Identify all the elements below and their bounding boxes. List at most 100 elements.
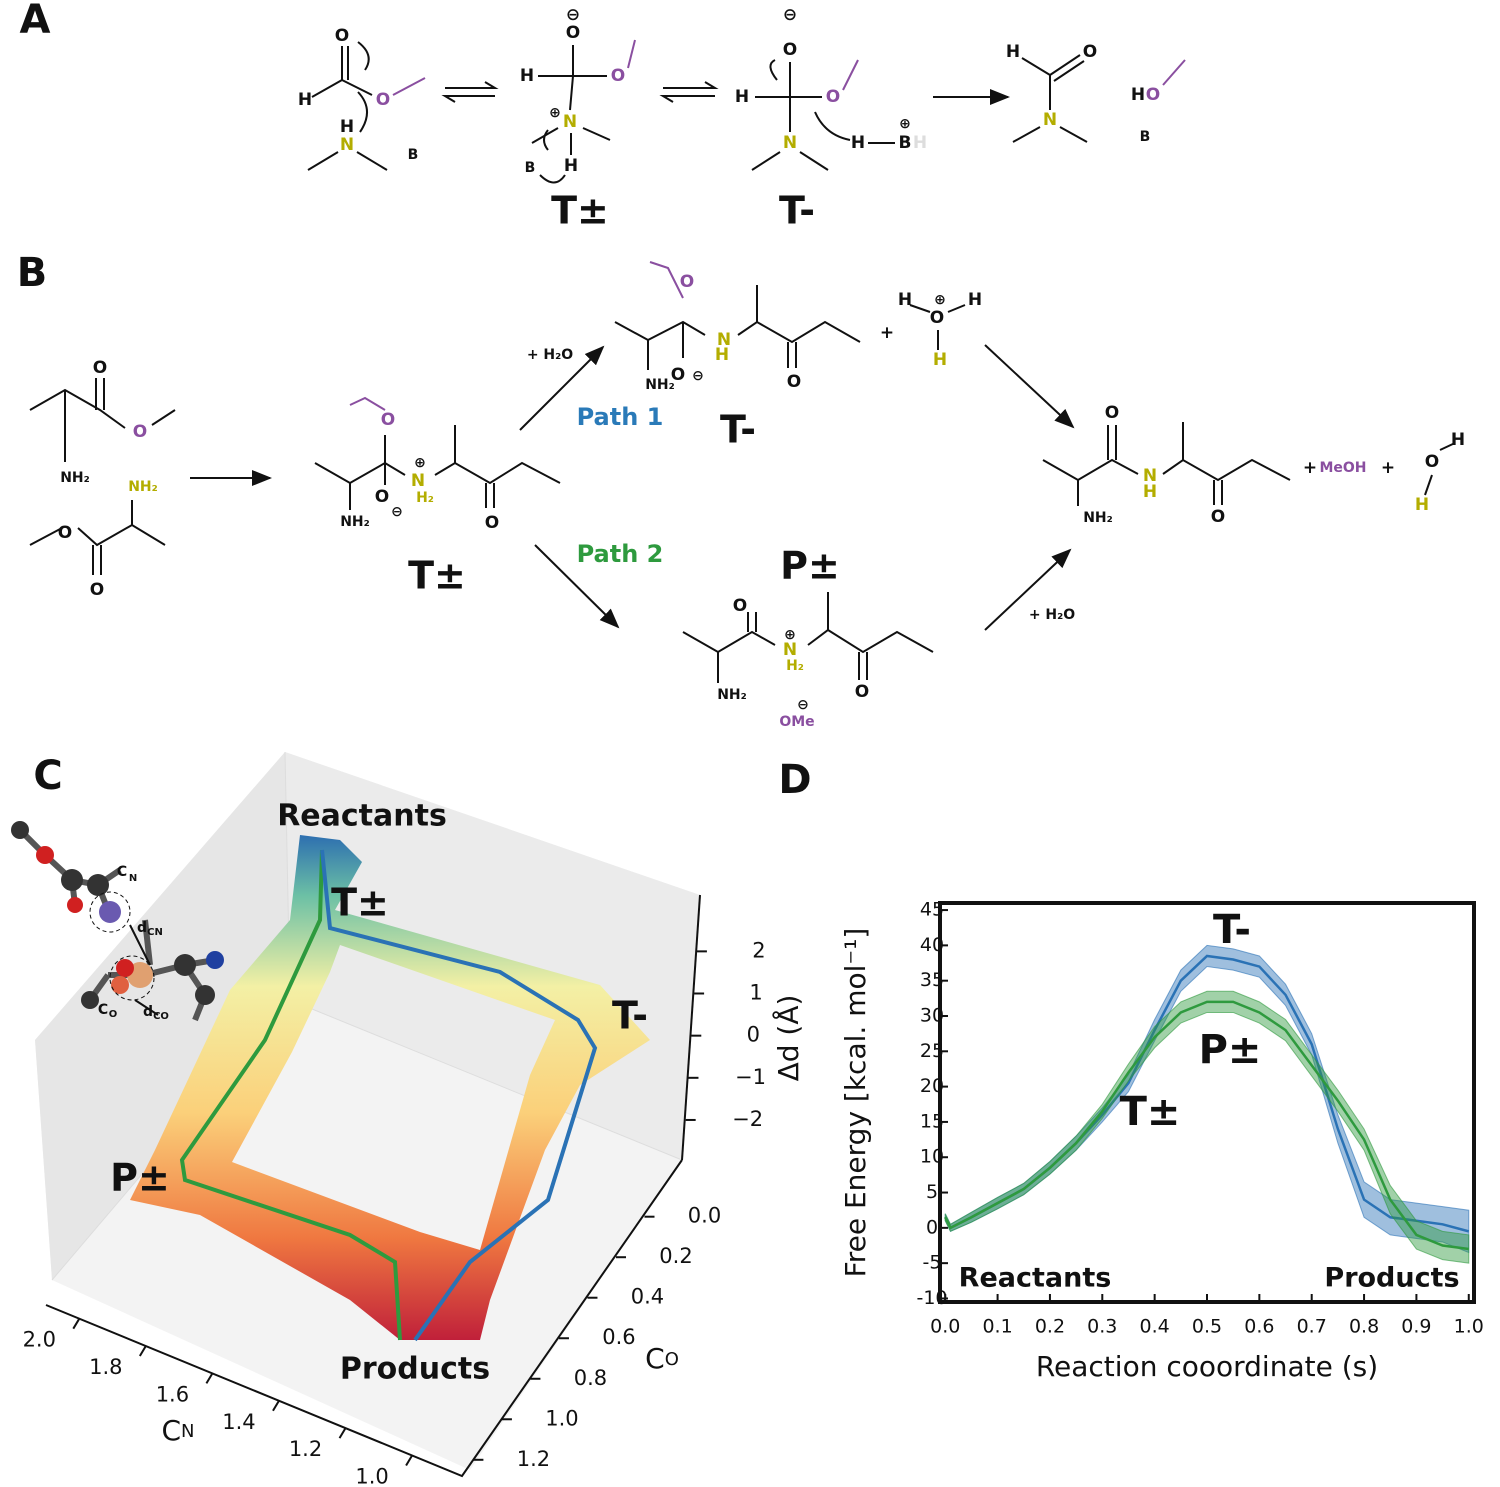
x-tick-label: 0.3 bbox=[1087, 1316, 1117, 1338]
atom-label: NH₂ bbox=[340, 514, 370, 530]
y-tick-label: 1.2 bbox=[517, 1447, 550, 1471]
panel-label: A bbox=[20, 0, 51, 43]
y-tick-label: 10 bbox=[920, 1146, 944, 1168]
atom-label: O bbox=[335, 26, 349, 46]
tick-mark bbox=[272, 1400, 280, 1412]
atom-label: Path 2 bbox=[577, 540, 664, 568]
atom-label: O bbox=[1083, 42, 1097, 62]
atom-label: NH₂ bbox=[1083, 510, 1113, 526]
x-tick-label: 1.2 bbox=[289, 1437, 322, 1461]
annotation: P± bbox=[1199, 1027, 1262, 1073]
x-tick-label: 0.1 bbox=[982, 1316, 1012, 1338]
atom-label: H bbox=[1143, 482, 1157, 502]
atom-label: H bbox=[1415, 495, 1429, 515]
inset-molecule bbox=[11, 821, 224, 1022]
x-tick-label: 0.9 bbox=[1401, 1316, 1431, 1338]
atom-label: T- bbox=[720, 408, 756, 452]
atom-label: H bbox=[298, 90, 312, 110]
atom-label: ⊕ bbox=[414, 455, 426, 471]
atom-label: O bbox=[611, 66, 625, 86]
line bbox=[944, 1000, 1469, 1251]
atom-label: H bbox=[735, 87, 749, 107]
atom-label: NH₂ bbox=[60, 470, 90, 486]
inset-label: CO bbox=[153, 1011, 169, 1022]
annotation: T± bbox=[331, 881, 389, 925]
atom-label: ⊕ bbox=[549, 105, 561, 121]
atom-label: O bbox=[930, 308, 944, 328]
atom-label: + bbox=[1381, 458, 1395, 478]
atom-label: ⊖ bbox=[566, 5, 580, 25]
atom-label: O bbox=[1425, 452, 1439, 472]
tick-mark bbox=[405, 1454, 413, 1466]
atom-label: H bbox=[898, 290, 912, 310]
atom-label: O bbox=[826, 87, 840, 107]
x-tick-label: 1.8 bbox=[89, 1355, 122, 1379]
x-tick-label: 0.8 bbox=[1349, 1316, 1379, 1338]
atom-label: H bbox=[564, 156, 578, 176]
atom-label: O bbox=[375, 487, 389, 507]
atom-label: O bbox=[58, 523, 72, 543]
atom-label: O bbox=[133, 422, 147, 442]
panel-label: D bbox=[778, 757, 811, 803]
atom-label: P± bbox=[780, 544, 840, 588]
atom-label: + bbox=[1303, 458, 1317, 478]
y-tick-label: 0.2 bbox=[659, 1244, 692, 1268]
x-tick-label: 2.0 bbox=[23, 1328, 56, 1352]
label-sub: N bbox=[181, 1421, 194, 1442]
z-tick-label: 1 bbox=[749, 981, 762, 1005]
atom-label: N bbox=[783, 640, 797, 660]
atom-label: B bbox=[525, 160, 536, 176]
atom-label: T± bbox=[551, 189, 609, 233]
atom-label: O bbox=[376, 90, 390, 110]
atom-label: ⊖ bbox=[783, 5, 797, 25]
atom-label: NH₂ bbox=[717, 687, 747, 703]
y-tick-label: 1.0 bbox=[545, 1406, 578, 1430]
z-tick-label: 2 bbox=[752, 938, 765, 962]
panel-label: B bbox=[17, 250, 48, 296]
atom-label: H₂ bbox=[416, 490, 434, 506]
atom-label: N bbox=[1043, 110, 1057, 130]
atom-label: + bbox=[880, 323, 894, 343]
y-tick-label: 25 bbox=[920, 1040, 944, 1062]
atom-label: + H₂O bbox=[1029, 607, 1075, 623]
atom-label: O bbox=[1211, 507, 1225, 527]
label-sub: O bbox=[665, 1349, 679, 1370]
atom-label: O bbox=[485, 513, 499, 533]
atom-label: O bbox=[566, 23, 580, 43]
inset-label: O bbox=[109, 1009, 118, 1020]
atom-label: O bbox=[381, 410, 395, 430]
annotation: Reactants bbox=[277, 799, 447, 834]
x-tick-label: 0.2 bbox=[1035, 1316, 1065, 1338]
atom-label: H bbox=[913, 133, 927, 153]
y-axis-label: CO bbox=[645, 1342, 679, 1375]
atom-label: ⊖ bbox=[391, 504, 403, 520]
y-tick-label: 30 bbox=[920, 1004, 944, 1026]
label-main: C bbox=[645, 1342, 665, 1375]
annotation: Products bbox=[1324, 1263, 1459, 1294]
atom-label: Path 1 bbox=[577, 403, 664, 431]
x-tick-label: 0.5 bbox=[1192, 1316, 1222, 1338]
x-tick-label: 1.0 bbox=[355, 1464, 388, 1487]
annotation: P± bbox=[110, 1156, 170, 1200]
atom-label: O bbox=[1146, 85, 1160, 105]
y-tick-label: 40 bbox=[920, 934, 944, 956]
x-tick-label: 0.6 bbox=[1244, 1316, 1274, 1338]
atom-label: O bbox=[93, 358, 107, 378]
label-main: C bbox=[161, 1414, 181, 1447]
annotation: T- bbox=[1213, 907, 1251, 953]
atom-label: ⊖ bbox=[692, 368, 704, 384]
atom-label: B bbox=[1140, 129, 1151, 145]
inset-label: C bbox=[98, 1002, 108, 1018]
inset-label: N bbox=[129, 873, 137, 884]
inset-label: d bbox=[137, 920, 147, 936]
z-tick-label: −1 bbox=[735, 1065, 766, 1089]
x-tick-label: 0.4 bbox=[1140, 1316, 1170, 1338]
atom-label: NH₂ bbox=[645, 377, 675, 393]
atom-label: T± bbox=[408, 554, 466, 598]
inset-label: d bbox=[143, 1004, 153, 1020]
z-tick-label: 0 bbox=[747, 1023, 760, 1047]
atom-label: B bbox=[899, 133, 912, 153]
atom-label: H bbox=[1451, 430, 1465, 450]
atom-label: O bbox=[787, 372, 801, 392]
atom-label: + H₂O bbox=[527, 347, 573, 363]
